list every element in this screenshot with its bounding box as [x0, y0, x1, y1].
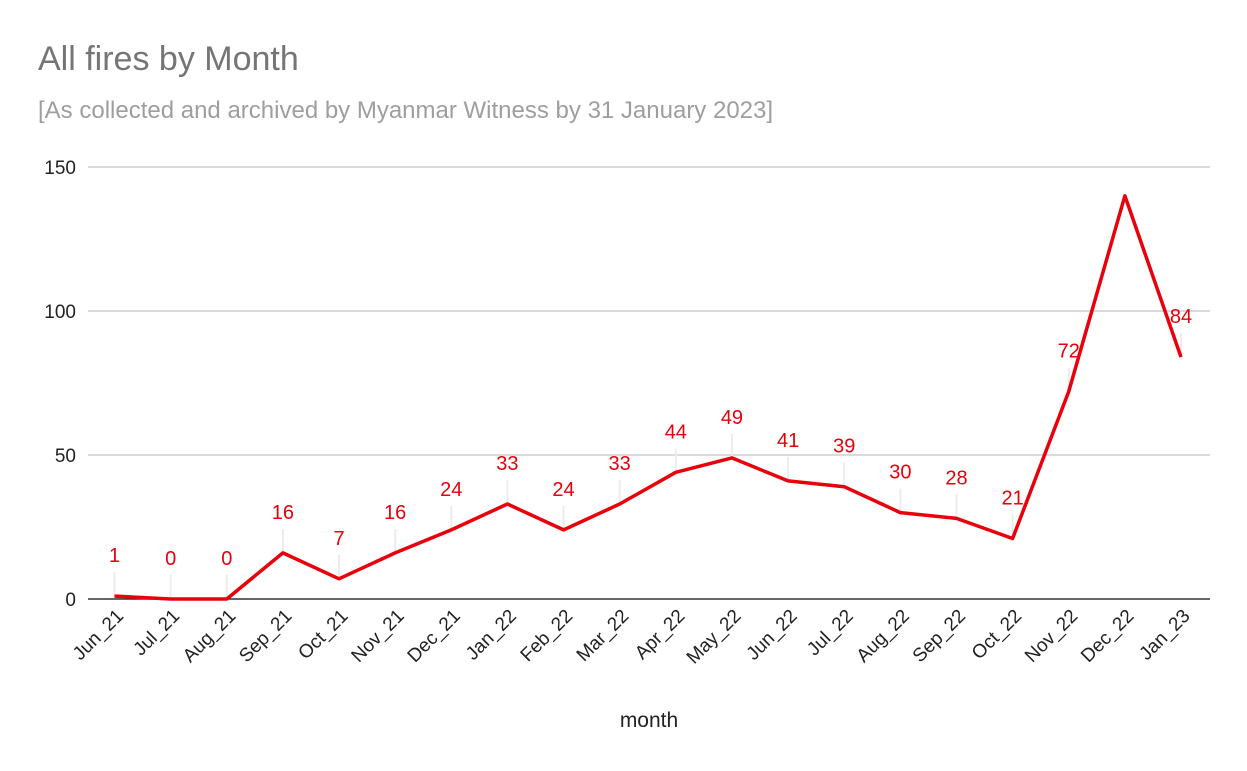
data-label: 41 [777, 430, 799, 452]
x-tick-label: Jun_22 [743, 606, 802, 665]
x-tick-label: Jun_21 [69, 606, 128, 665]
x-tick-label: Mar_22 [573, 606, 633, 666]
data-label: 7 [333, 528, 344, 550]
gridlines [88, 166, 1210, 456]
data-label: 1 [109, 545, 120, 567]
data-label: 16 [272, 502, 294, 524]
x-tick-label: Jan_23 [1136, 606, 1195, 665]
data-label: 39 [833, 436, 855, 458]
data-label: 24 [440, 479, 462, 501]
x-tick-label: Oct_22 [968, 606, 1026, 664]
data-label: 0 [221, 548, 232, 570]
x-tick-label: Jul_21 [130, 606, 184, 660]
x-tick-label: Apr_22 [631, 606, 689, 664]
x-tick-label: Jan_22 [462, 606, 521, 665]
x-tick-label: Nov_22 [1021, 606, 1082, 667]
x-axis-ticks: Jun_21 Jul_21Aug_21Sep_21Oct_21Nov_21Dec_… [69, 606, 1194, 669]
x-tick-label: Feb_22 [517, 606, 577, 666]
data-label: 21 [1001, 488, 1023, 510]
data-label: 28 [945, 467, 967, 489]
series-line [114, 194, 1183, 601]
x-axis-label: month [620, 709, 678, 732]
data-label: 44 [665, 421, 687, 443]
x-tick-label: Aug_22 [853, 606, 914, 667]
data-label: 84 [1170, 306, 1192, 328]
x-tick-label: Sep_21 [235, 606, 296, 667]
data-label: 33 [609, 453, 631, 475]
chart-title: All fires by Month [38, 40, 299, 78]
x-tick-label: Jul_22 [803, 606, 857, 660]
data-label: 0 [165, 548, 176, 570]
x-tick-label: Sep_22 [909, 606, 970, 667]
y-axis-ticks: 0 50 100 150 [44, 158, 76, 611]
data-label: 49 [721, 407, 743, 429]
y-tick-label: 0 [65, 590, 76, 611]
data-label: 72 [1058, 341, 1080, 363]
x-tick-label: Aug_21 [179, 606, 240, 667]
x-tick-label: Dec_21 [404, 606, 465, 667]
data-label: 30 [889, 462, 911, 484]
data-label: 16 [384, 502, 406, 524]
x-tick-label: Oct_21 [294, 606, 352, 664]
data-labels: 1 0 0 16 7 16 24 33 24 33 44 49 41 39 30 28 21 72 84 [109, 306, 1192, 570]
y-tick-label: 150 [44, 158, 76, 179]
chart-subtitle: [As collected and archived by Myanmar Wi… [38, 97, 774, 124]
x-tick-label: Nov_21 [348, 606, 409, 667]
data-label: 33 [496, 453, 518, 475]
y-tick-label: 100 [44, 302, 76, 323]
x-tick-label: Dec_22 [1077, 606, 1138, 667]
y-tick-label: 50 [55, 446, 76, 467]
data-label: 24 [552, 479, 574, 501]
x-tick-label: May_22 [683, 606, 746, 669]
